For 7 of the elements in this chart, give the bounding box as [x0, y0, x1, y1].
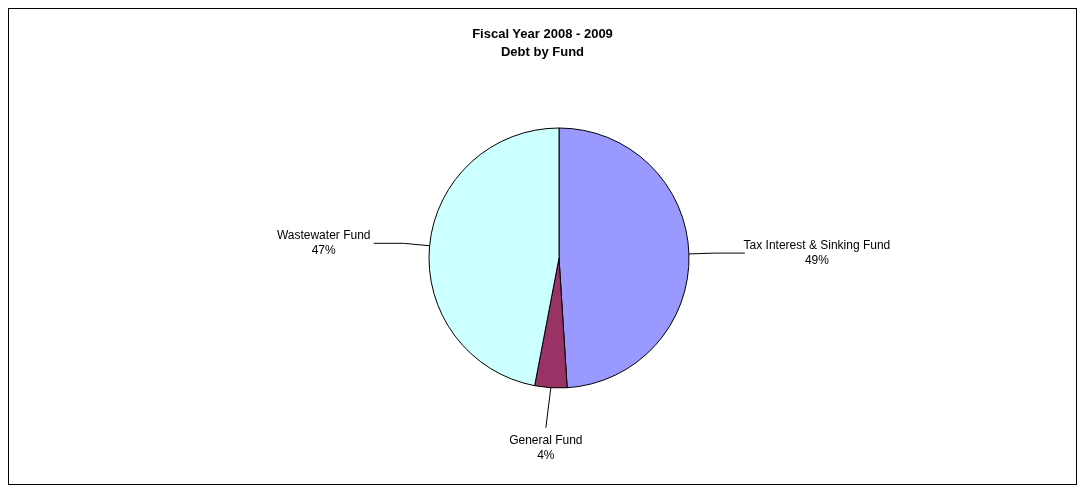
data-label: 49% — [804, 253, 830, 268]
slice-label: Wastewater Fund — [276, 228, 371, 243]
chart-title: Fiscal Year 2008 - 2009 Debt by Fund — [472, 26, 613, 59]
data-label: 4% — [537, 447, 555, 462]
data-label: 47% — [311, 243, 337, 258]
slice-label: General Fund — [509, 432, 583, 447]
slice-label: Tax Interest & Sinking Fund — [743, 238, 891, 253]
